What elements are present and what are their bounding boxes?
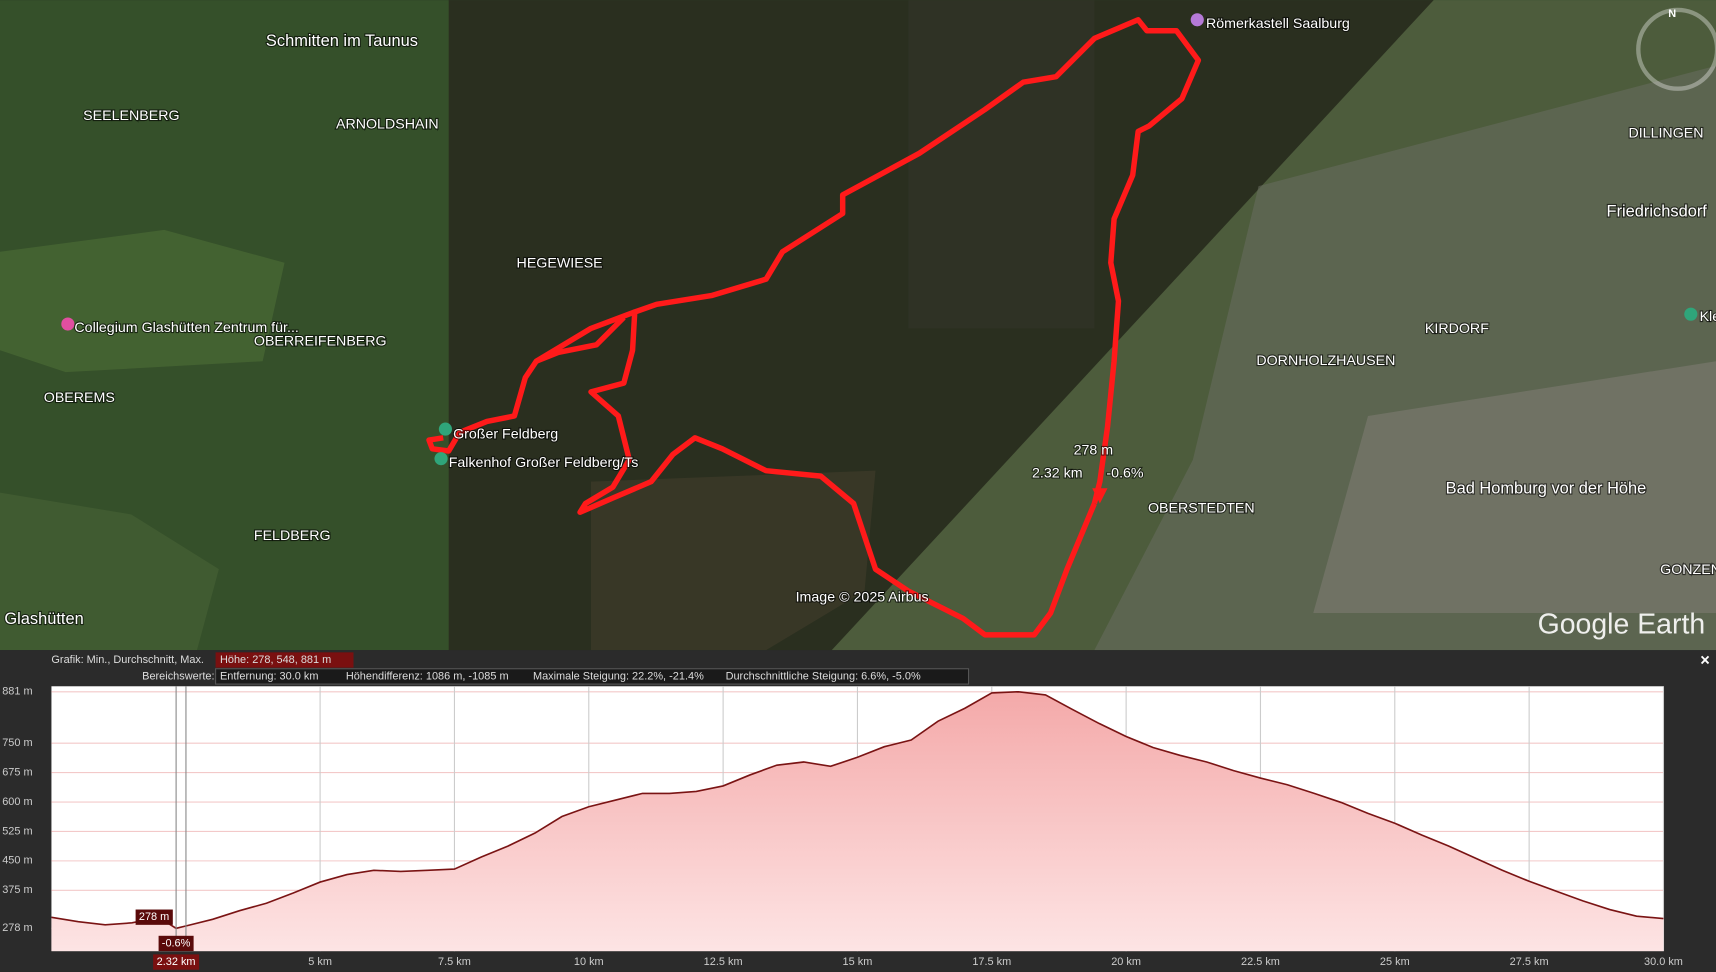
place-label: Falkenhof Großer Feldberg/Ts (449, 455, 639, 471)
map-label: HEGEWIESE (517, 256, 603, 272)
place-icon[interactable] (1684, 307, 1698, 321)
map-label: OBEREMS (44, 390, 115, 406)
x-tick-label: 20 km (1111, 956, 1141, 968)
header-text: Bereichswerte: (142, 670, 214, 682)
cursor-distance: 2.32 km (157, 956, 196, 968)
header-text: Durchschnittliche Steigung: 6.6%, -5.0% (726, 670, 921, 682)
route (577, 17, 1202, 638)
y-tick-label: 675 m (2, 766, 32, 778)
cursor-distance: 2.32 km (1032, 466, 1083, 482)
x-tick-label: 27.5 km (1510, 956, 1549, 968)
map-label: GONZEN (1660, 562, 1716, 578)
elevation-line (51, 690, 1664, 930)
compass-ring[interactable] (1636, 7, 1716, 91)
cursor-elevation: 278 m (139, 911, 169, 923)
header-text: Maximale Steigung: 22.2%, -21.4% (533, 670, 704, 682)
place-label: Römerkastell Saalburg (1206, 16, 1350, 32)
cursor-arrow (1092, 488, 1108, 504)
map[interactable]: N Schmitten im Taunus SEELENBERG ARNOLDS… (0, 0, 1716, 651)
y-tick-label: 881 m (2, 686, 32, 698)
x-tick-label: 12.5 km (704, 956, 743, 968)
x-tick-label: 25 km (1380, 956, 1410, 968)
y-tick-label: 525 m (2, 825, 32, 837)
attribution: Image © 2025 Airbus (796, 589, 929, 605)
place-icon[interactable] (434, 452, 448, 466)
x-tick-label: 5 km (308, 956, 332, 968)
cursor-box (153, 954, 200, 970)
cursor-elevation: 278 m (1074, 443, 1114, 459)
map-label: Kle (1700, 309, 1716, 325)
logo: Google Earth (1538, 609, 1706, 641)
map-label: Collegium Glashütten Zentrum für... (74, 320, 298, 336)
close-button[interactable]: × (1700, 651, 1710, 669)
header-text: Höhe: 278, 548, 881 m (220, 654, 331, 666)
place-label: Großer Feldberg (453, 426, 558, 442)
x-tick-label: 15 km (843, 956, 873, 968)
header-box (215, 668, 970, 685)
map-label: Bad Homburg vor der Höhe (1446, 480, 1647, 498)
place-icon[interactable] (61, 317, 75, 331)
map-label: KIRDORF (1425, 321, 1489, 337)
map-label: Schmitten im Taunus (266, 32, 418, 50)
y-tick-label: 600 m (2, 796, 32, 808)
x-tick-label: 10 km (574, 956, 604, 968)
x-tick-label: 30.0 km (1644, 956, 1683, 968)
y-tick-label: 450 m (2, 855, 32, 867)
y-tick-label: 750 m (2, 737, 32, 749)
map-label: SEELENBERG (83, 108, 179, 124)
cursor-box (135, 909, 173, 925)
map-label: Glashütten (4, 610, 83, 628)
place-icon[interactable] (438, 422, 452, 436)
elevation-area (51, 691, 1664, 952)
map-label: DILLINGEN (1628, 125, 1703, 141)
cursor-grade: -0.6% (162, 937, 191, 949)
x-tick-label: 7.5 km (438, 956, 471, 968)
x-tick-label: 22.5 km (1241, 956, 1280, 968)
compass-label: N (1668, 8, 1676, 20)
route-branch (426, 309, 636, 454)
cursor-grade: -0.6% (1106, 466, 1144, 482)
y-tick-label: 278 m (2, 922, 32, 934)
map-label: DORNHOLZHAUSEN (1256, 353, 1395, 369)
cursor-box (158, 935, 194, 952)
header-text: Höhendifferenz: 1086 m, -1085 m (346, 670, 509, 682)
header-text: Entfernung: 30.0 km (220, 670, 318, 682)
header-text: Grafik: Min., Durchschnitt, Max. (51, 654, 204, 666)
map-label: OBERREIFENBERG (254, 333, 387, 349)
map-label: OBERSTEDTEN (1148, 501, 1255, 517)
map-label: FELDBERG (254, 528, 331, 544)
map-label: Friedrichsdorf (1607, 203, 1708, 221)
header-box (215, 652, 354, 668)
x-tick-label: 17.5 km (972, 956, 1011, 968)
route-branch (535, 315, 626, 364)
map-label: ARNOLDSHAIN (336, 117, 439, 133)
place-icon[interactable] (1190, 13, 1204, 27)
y-tick-label: 375 m (2, 884, 32, 896)
